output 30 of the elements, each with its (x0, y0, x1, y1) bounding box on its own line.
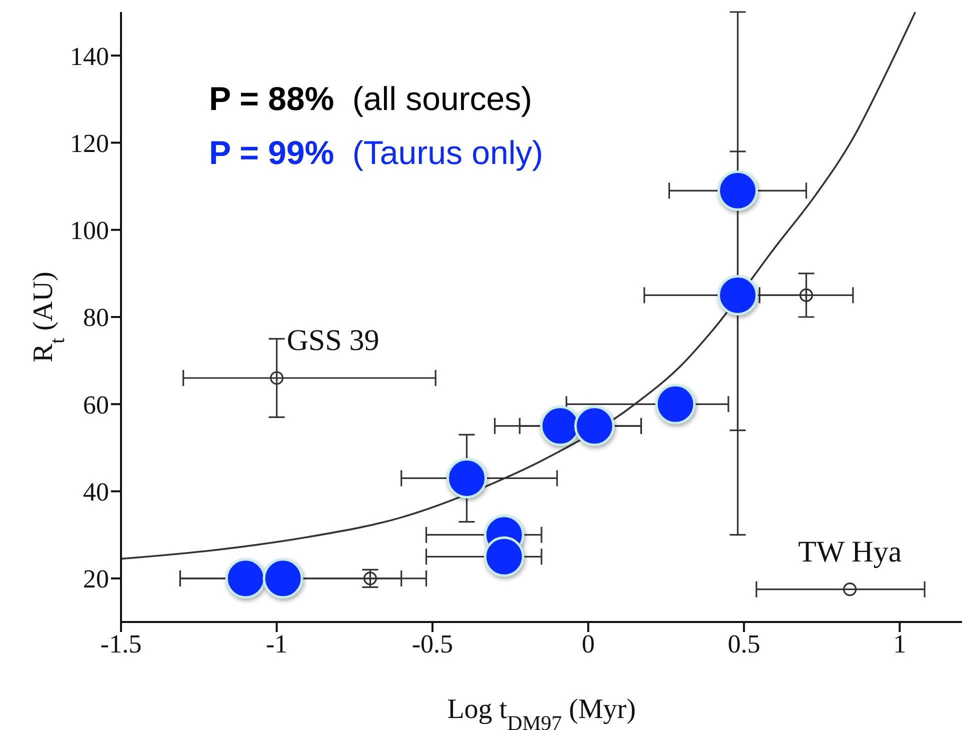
x-tick-label: 0 (582, 629, 595, 658)
x-axis-title: Log t$_{DM97}$ (Myr) (447, 694, 636, 730)
x-tick-label: 0.5 (728, 629, 760, 658)
x-tick-label: -1.5 (100, 629, 142, 658)
y-tick-label: 60 (83, 390, 109, 420)
x-tick-label: 1 (893, 629, 906, 658)
point (484, 536, 524, 577)
y-tick-label: 20 (83, 564, 109, 594)
point (270, 371, 284, 385)
point (717, 170, 758, 211)
y-tick-label: 80 (83, 303, 109, 332)
annotation: P = 99% (Taurus only) (209, 134, 544, 171)
point (262, 558, 304, 599)
point (843, 582, 857, 596)
point (799, 288, 814, 302)
y-tick-label: 40 (83, 478, 109, 507)
y-tick-label: 100 (70, 216, 109, 246)
x-tick-label: -1 (266, 629, 288, 658)
annotation: TW Hya (798, 535, 902, 568)
point (717, 274, 758, 316)
point (655, 384, 696, 424)
point (363, 572, 377, 586)
point (574, 406, 615, 446)
point (446, 458, 487, 498)
x-tick-label: -0.5 (412, 629, 454, 658)
y-tick-label: 120 (70, 128, 109, 158)
y-tick-label: 140 (70, 42, 109, 71)
annotation: P = 88% (all sources) (209, 80, 532, 117)
point (225, 558, 266, 599)
annotation: GSS 39 (286, 324, 380, 357)
